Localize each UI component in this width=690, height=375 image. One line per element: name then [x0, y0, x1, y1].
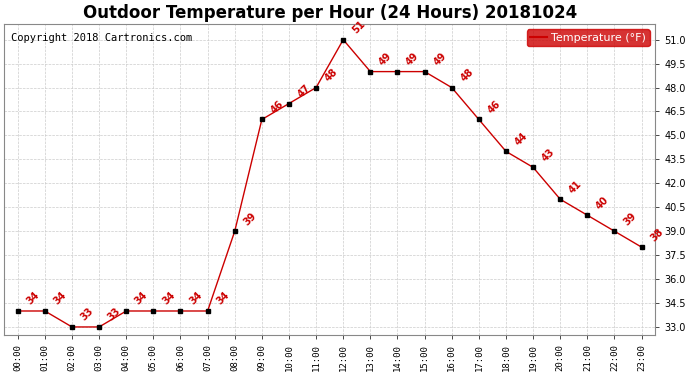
Text: 43: 43	[540, 147, 557, 163]
Text: 39: 39	[241, 210, 258, 227]
Text: 39: 39	[622, 210, 638, 227]
Text: 46: 46	[486, 99, 502, 115]
Legend: Temperature (°F): Temperature (°F)	[527, 29, 649, 46]
Text: 33: 33	[79, 306, 95, 323]
Text: 38: 38	[649, 226, 665, 243]
Text: 34: 34	[52, 290, 68, 307]
Text: Copyright 2018 Cartronics.com: Copyright 2018 Cartronics.com	[10, 33, 192, 43]
Text: 49: 49	[404, 51, 421, 68]
Text: 41: 41	[567, 178, 584, 195]
Text: 49: 49	[431, 51, 448, 68]
Text: 34: 34	[188, 290, 204, 307]
Text: 44: 44	[513, 130, 529, 147]
Text: 47: 47	[296, 83, 313, 99]
Text: 34: 34	[25, 290, 41, 307]
Text: 48: 48	[459, 67, 475, 83]
Title: Outdoor Temperature per Hour (24 Hours) 20181024: Outdoor Temperature per Hour (24 Hours) …	[83, 4, 577, 22]
Text: 48: 48	[323, 67, 339, 83]
Text: 40: 40	[594, 195, 611, 211]
Text: 46: 46	[269, 99, 286, 115]
Text: 51: 51	[351, 19, 367, 36]
Text: 34: 34	[160, 290, 177, 307]
Text: 34: 34	[133, 290, 150, 307]
Text: 33: 33	[106, 306, 123, 323]
Text: 49: 49	[377, 51, 394, 68]
Text: 34: 34	[215, 290, 231, 307]
